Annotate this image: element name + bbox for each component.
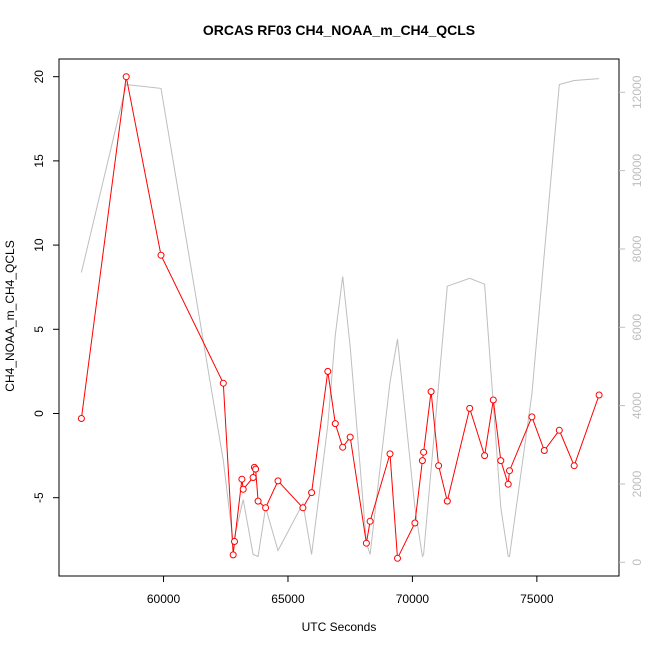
data-point [595,391,603,399]
data-point [386,450,394,458]
data-point [157,251,165,259]
y-axis-label: CH4_NOAA_m_CH4_QCLS [3,240,17,391]
data-point [528,413,536,421]
series-line-secondary [80,78,600,558]
data-point [506,467,513,475]
data-point [489,396,497,404]
data-point [308,489,316,497]
data-point [346,433,354,441]
data-point [427,388,435,396]
data-point [394,554,401,562]
data-point [504,480,512,488]
x-tick-label: 70000 [396,592,430,606]
x-tick-label: 75000 [520,592,554,606]
data-point [252,465,260,473]
data-point [239,485,247,493]
data-point [418,457,426,465]
chart-title: ORCAS RF03 CH4_NOAA_m_CH4_QCLS [203,22,475,38]
y-tick-label: 5 [32,326,46,333]
series-line-primary [80,76,600,561]
data-point [77,415,85,422]
y-tick-label: 15 [32,154,46,168]
x-tick-label: 65000 [271,592,305,606]
data-point [366,517,374,525]
x-tick-label: 60000 [147,592,181,606]
data-point [262,504,270,512]
data-point [555,426,563,434]
y-tick-label: 0 [32,410,46,417]
y2-tick-label: 2000 [630,470,644,497]
data-point [324,367,332,375]
data-point [540,447,548,454]
data-point [362,539,370,547]
plot-layer: 60000 65000 70000 75000 -5 0 5 10 15 20 0 2000 4000 6… [32,70,644,606]
data-point [122,73,130,81]
data-point [254,497,262,505]
y2-tick-label: 10000 [630,154,644,188]
data-point [435,462,443,470]
data-point [299,504,307,512]
data-point [497,457,505,465]
data-point [420,448,428,456]
y-tick-label: 10 [32,238,46,252]
data-point [231,538,238,545]
y-tick-label: -5 [32,492,46,503]
x-axis-label: UTC Seconds [302,620,377,634]
data-point [481,452,489,460]
data-point [411,519,419,527]
data-point [466,404,474,412]
y2-tick-label: 0 [630,559,644,566]
data-point [331,420,339,428]
data-point [570,462,578,470]
data-point [339,443,347,451]
data-point [274,477,282,485]
y2-tick-label: 12000 [630,75,644,109]
y-tick-label: 20 [32,70,46,84]
plot-frame [58,58,620,577]
data-point [219,379,227,387]
data-point [238,475,246,483]
y2-tick-label: 8000 [630,235,644,262]
y2-tick-label: 4000 [630,392,644,419]
y2-tick-label: 6000 [630,314,644,341]
data-point [249,474,257,481]
data-point [443,497,451,505]
data-point [229,551,237,559]
